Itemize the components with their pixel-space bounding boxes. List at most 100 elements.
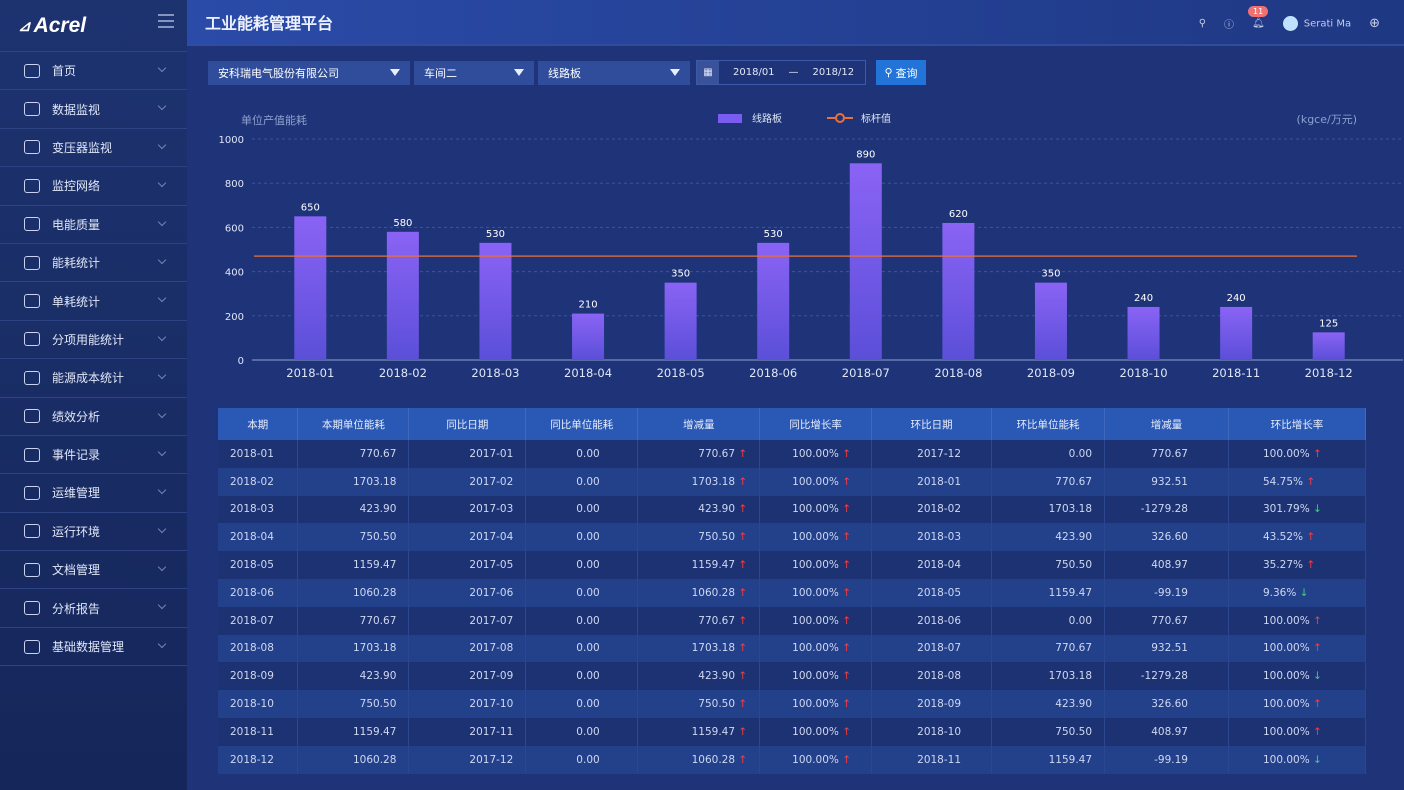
sidebar-item-label: 变压器监视 — [52, 140, 113, 155]
company-select[interactable]: 安科瑞电气股份有限公司 — [208, 61, 410, 85]
y-tick-label: 400 — [225, 268, 244, 279]
cell-value: 2018-09 — [917, 698, 962, 711]
sidebar-item[interactable]: 监控网络 — [0, 167, 187, 206]
cell-value: 2018-06 — [230, 586, 274, 599]
arrow-down-icon: ↓ — [1309, 503, 1322, 516]
date-end[interactable]: 2018/12 — [812, 67, 855, 78]
bar[interactable] — [942, 222, 975, 360]
x-tick-label: 2018-01 — [286, 366, 334, 380]
column-header[interactable]: 本期 — [218, 408, 299, 440]
sidebar-item[interactable]: 单耗统计 — [0, 282, 187, 321]
sidebar-item[interactable]: 文档管理 — [0, 551, 187, 590]
sidebar-item-label: 电能质量 — [52, 217, 101, 232]
sidebar-item[interactable]: 能源成本统计 — [0, 359, 187, 398]
cell-value: 2018-03 — [230, 503, 274, 516]
arrow-up-icon: ↑ — [838, 559, 852, 572]
x-tick-label: 2018-05 — [657, 366, 705, 380]
menu-toggle-icon[interactable] — [158, 14, 174, 28]
sidebar-item[interactable]: 分项用能统计 — [0, 321, 187, 360]
sidebar-item[interactable]: 数据监视 — [0, 90, 187, 129]
cell-value: 0.00 — [576, 725, 600, 738]
cell-value: 408.97 — [1151, 559, 1188, 572]
avatar — [1282, 15, 1298, 31]
sidebar-item[interactable]: 分析报告 — [0, 589, 187, 628]
chevron-down-icon — [157, 140, 167, 150]
molecule-icon — [24, 294, 40, 309]
bar[interactable] — [1034, 282, 1067, 360]
cell-value: 0.00 — [576, 559, 600, 572]
bar[interactable] — [664, 282, 697, 360]
y-tick-label: 0 — [238, 356, 244, 367]
globe-icon[interactable]: ⊕ — [1369, 15, 1380, 31]
sidebar-item[interactable]: 运维管理 — [0, 474, 187, 513]
line-select[interactable]: 线路板 — [538, 61, 690, 85]
column-header[interactable]: 同比增长率 — [759, 408, 873, 440]
cell-value: 423.90 — [698, 670, 736, 683]
column-header[interactable]: 同比单位能耗 — [525, 408, 639, 440]
cell-value: 0.00 — [576, 586, 600, 599]
column-header[interactable]: 环比日期 — [871, 408, 993, 440]
sidebar-item[interactable]: 绩效分析 — [0, 398, 187, 436]
dropdown-arrow-icon — [514, 69, 524, 76]
sidebar-item[interactable]: 基础数据管理 — [0, 628, 187, 667]
bulb-icon — [24, 332, 40, 347]
column-header[interactable]: 增减量 — [637, 408, 761, 440]
sidebar-item[interactable]: 运行环境 — [0, 513, 187, 552]
chevron-down-icon — [157, 562, 167, 572]
bar[interactable] — [1220, 306, 1253, 360]
bar[interactable] — [1312, 332, 1345, 360]
sidebar-item[interactable]: 首页 — [0, 52, 187, 91]
cell-value: 0.00 — [576, 503, 600, 516]
arrow-up-icon: ↑ — [1303, 559, 1316, 572]
sidebar-item-label: 文档管理 — [52, 563, 101, 578]
bar[interactable] — [294, 216, 327, 360]
cell-value: -99.19 — [1154, 753, 1188, 766]
cell-value: 2018-05 — [230, 559, 274, 572]
cell-value: 1703.18 — [691, 642, 736, 655]
bar-chart: 单位产值能耗 (kgce/万元) 线路板 标杆值 0 200 400 600 800 1000 65… — [219, 112, 1403, 380]
x-tick-label: 2018-08 — [934, 366, 982, 380]
cell-value: 750.50 — [1055, 725, 1093, 738]
column-header[interactable]: 环比增长率 — [1228, 408, 1367, 440]
cell-value: 1060.28 — [691, 753, 736, 766]
bar[interactable] — [757, 242, 790, 360]
column-header[interactable]: 增减量 — [1104, 408, 1229, 440]
column-header[interactable]: 环比单位能耗 — [991, 408, 1106, 440]
arrow-up-icon: ↑ — [1309, 614, 1322, 627]
cell-value: 750.50 — [698, 698, 736, 711]
server-icon — [24, 524, 40, 539]
x-tick-label: 2018-07 — [842, 366, 890, 380]
bar[interactable] — [1127, 306, 1160, 360]
date-start[interactable]: 2018/01 — [733, 67, 775, 78]
arrow-up-icon: ↑ — [838, 503, 852, 516]
sidebar-item[interactable]: 电能质量 — [0, 206, 187, 244]
sidebar-item[interactable]: 变压器监视 — [0, 129, 187, 168]
y-tick-label: 200 — [225, 312, 244, 323]
workshop-select[interactable]: 车间二 — [414, 61, 534, 85]
cell-value: 423.90 — [1055, 531, 1093, 544]
cell-value: 100.00% — [792, 503, 839, 516]
user-name: Serati Ma — [1303, 18, 1352, 29]
cell-value: 0.00 — [576, 531, 600, 544]
cell-value: 2017-12 — [917, 447, 962, 460]
bar[interactable] — [572, 313, 605, 360]
bar[interactable] — [479, 242, 512, 360]
clipboard-icon — [24, 601, 40, 616]
sidebar-item[interactable]: 事件记录 — [0, 436, 187, 475]
cell-value: 2018-05 — [917, 586, 962, 599]
bar[interactable] — [386, 231, 419, 360]
user-menu[interactable]: Serati Ma — [1282, 15, 1352, 31]
chart-title: 单位产值能耗 — [241, 113, 307, 127]
bar[interactable] — [849, 163, 882, 360]
cell-value: 2017-10 — [469, 698, 514, 711]
query-button[interactable]: ⚲ 查询 — [876, 60, 926, 85]
column-header[interactable]: 本期单位能耗 — [297, 408, 410, 440]
date-range-picker[interactable]: ▦ 2018/01 — 2018/12 — [696, 60, 866, 85]
column-header[interactable]: 同比日期 — [408, 408, 527, 440]
arrow-up-icon: ↑ — [735, 503, 748, 516]
search-icon[interactable]: ⚲ — [1198, 17, 1207, 29]
help-icon[interactable]: ⓘ — [1224, 19, 1235, 31]
chart-unit: (kgce/万元) — [1297, 113, 1357, 126]
sidebar-item[interactable]: 能耗统计 — [0, 244, 187, 283]
bell-icon[interactable]: 🔔︎ 11 — [1248, 5, 1269, 29]
